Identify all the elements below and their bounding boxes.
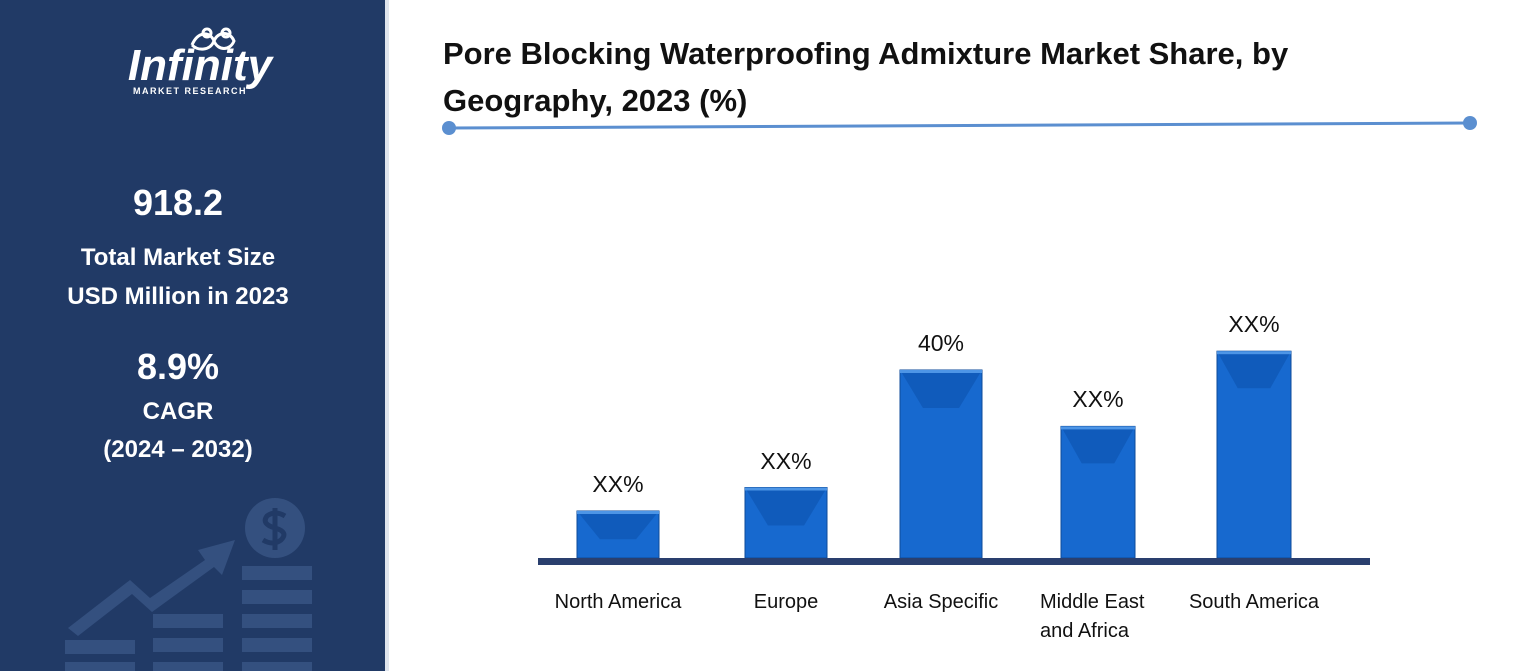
bar-highlight [1217,351,1291,355]
cagr-value: 8.9% [136,346,220,387]
x-tick-label: North America [554,591,682,613]
baseline [538,558,1370,565]
rule-dot [1463,116,1477,130]
market-size-label: USD Million in 2023 [67,283,289,310]
logo-mark [190,27,236,51]
coin-symbol [261,508,287,550]
bar-highlight [900,370,982,373]
market-size-label: Total Market Size [80,244,276,271]
logo-name: Infinity [128,41,275,90]
logo-tagline: MARKET RESEARCH [133,86,247,96]
bar-bevel [1061,426,1135,464]
x-tick-label: Europe [753,591,819,613]
bar [1060,425,1136,559]
x-tick-label: Middle East and Africa [1040,591,1145,642]
x-tick-label: South America [1188,591,1320,613]
x-tick-label: Asia Specific [883,591,999,613]
value-label: XX% [1228,311,1280,338]
value-label: XX% [592,471,644,497]
sidebar-decor: Infinity MARKET RESEARCH [65,27,312,671]
bar-highlight [1061,426,1135,430]
value-label: 40% [917,330,965,356]
bar-highlight [577,511,659,514]
market-size-value: 918.2 [132,182,224,223]
value-label: XX% [760,447,812,474]
bar-bevel [1217,351,1291,389]
cagr-label: (2024 – 2032) [103,436,253,463]
bar [576,510,660,559]
bar-highlight [745,487,827,491]
bar [744,487,828,559]
value-label: XX% [1072,386,1124,413]
bar-bevel [577,511,659,540]
bar-bevel [745,487,827,526]
chart-title: Pore Blocking Waterproofing Admixture Ma… [443,36,1289,118]
cagr-label: CAGR [142,398,214,425]
bar [1216,350,1292,559]
bar-bevel [900,370,982,408]
bar [899,369,983,559]
sidebar: Infinity MARKET RESEARCH 918.2 Total Mar… [0,0,389,671]
